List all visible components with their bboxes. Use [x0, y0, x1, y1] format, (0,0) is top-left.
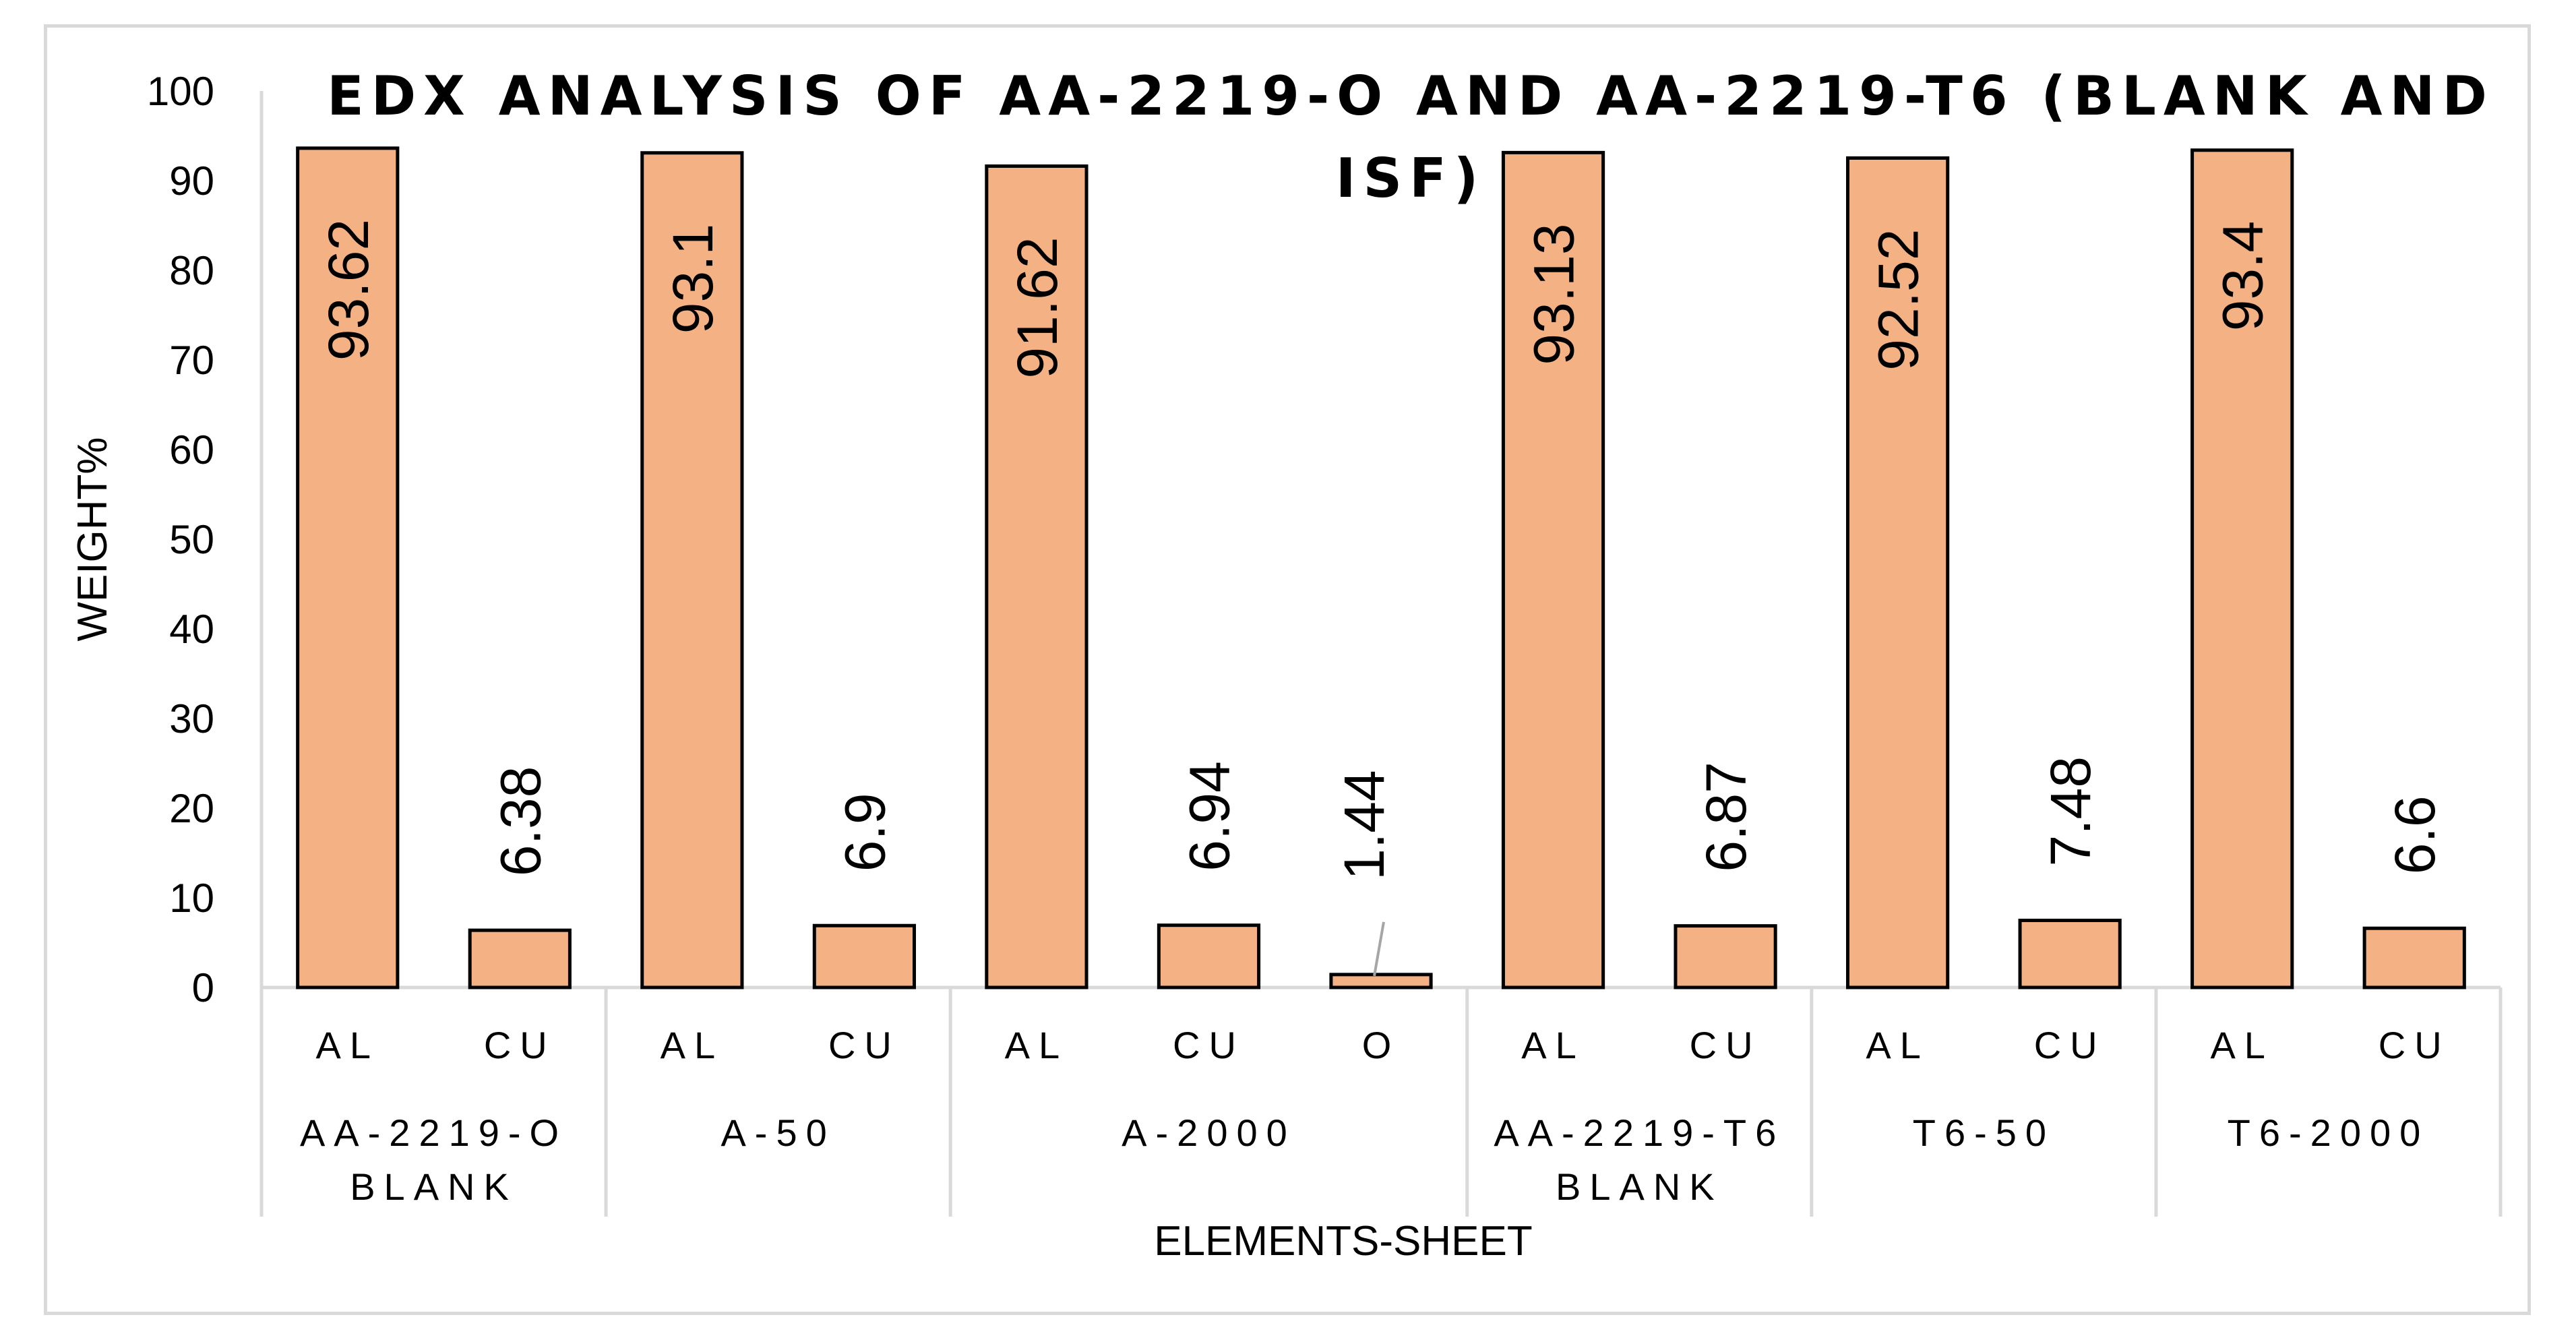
- data-label: 6.38: [489, 766, 552, 877]
- y-tick-label: 30: [169, 696, 214, 741]
- y-tick-label: 60: [169, 427, 214, 472]
- y-tick-label: 70: [169, 338, 214, 383]
- bar: [2190, 148, 2294, 989]
- group-label: BLANK: [350, 1165, 518, 1208]
- data-label: 93.13: [1523, 223, 1586, 365]
- data-label: 93.62: [317, 219, 380, 361]
- x-axis-title: ELEMENTS-SHEET: [1154, 1218, 1533, 1264]
- y-tick-label: 20: [169, 786, 214, 831]
- bars: [296, 146, 2466, 989]
- category-label: AL: [661, 1024, 725, 1066]
- category-label: AL: [1005, 1024, 1069, 1066]
- bar: [1157, 923, 1261, 989]
- group-label: T6-2000: [2228, 1111, 2430, 1154]
- category-label: AL: [1866, 1024, 1930, 1066]
- chart-title-line: ISF): [1336, 147, 1486, 210]
- y-tick-label: 100: [147, 69, 214, 114]
- category-label: CU: [484, 1024, 556, 1066]
- bar: [2018, 919, 2122, 989]
- y-tick-label: 0: [192, 965, 214, 1010]
- data-label: 6.87: [1694, 762, 1758, 872]
- y-tick-label: 40: [169, 607, 214, 652]
- category-label: CU: [2379, 1024, 2451, 1066]
- data-label: 92.52: [1867, 228, 1930, 370]
- chart-frame: [44, 24, 2531, 1315]
- category-label: AL: [2210, 1024, 2274, 1066]
- data-labels: 93.62 6.38 93.1 6.9 91.62 6.94 1.44 93.13 6.87 92…: [317, 219, 2447, 977]
- group-label: A-50: [720, 1111, 835, 1154]
- chart-title-line: EDX ANALYSIS OF AA-2219-O AND AA-2219-T6…: [327, 65, 2494, 127]
- data-label: 1.44: [1332, 770, 1396, 880]
- data-label: 91.62: [1006, 237, 1069, 378]
- data-label: 7.48: [2039, 756, 2102, 867]
- y-axis-title: WEIGHT%: [69, 437, 116, 641]
- group-label: T6-50: [1913, 1111, 2055, 1154]
- y-tick-labels: 0 10 20 30 40 50 60 70 80 90 100: [147, 69, 214, 1010]
- leader-line: [1373, 921, 1385, 977]
- group-label: AA-2219-T6: [1494, 1111, 1785, 1154]
- group-label: A-2000: [1122, 1111, 1296, 1154]
- bar: [1846, 156, 1950, 989]
- bar: [985, 164, 1088, 989]
- category-label: CU: [1173, 1024, 1245, 1066]
- y-tick-label: 10: [169, 876, 214, 921]
- data-label: 93.1: [661, 224, 725, 334]
- category-label: CU: [1690, 1024, 1762, 1066]
- group-label: AA-2219-O: [300, 1111, 568, 1154]
- bar: [1674, 924, 1777, 989]
- group-label: BLANK: [1556, 1165, 1723, 1208]
- category-label: CU: [2034, 1024, 2106, 1066]
- category-label: O: [1362, 1024, 1401, 1066]
- y-tick-label: 90: [169, 158, 214, 204]
- bar: [812, 923, 916, 989]
- category-label: AL: [1521, 1024, 1585, 1066]
- bar: [468, 928, 572, 989]
- bar: [296, 146, 400, 989]
- bar: [640, 151, 744, 989]
- chart-title: EDX ANALYSIS OF AA-2219-O AND AA-2219-T6…: [327, 65, 2494, 210]
- category-label: CU: [828, 1024, 900, 1066]
- bar: [1329, 973, 1433, 989]
- bar: [2362, 926, 2466, 989]
- y-tick-label: 50: [169, 517, 214, 562]
- bar: [1501, 150, 1605, 989]
- data-label: 93.4: [2211, 221, 2275, 332]
- y-tick-label: 80: [169, 248, 214, 293]
- data-label: 6.9: [833, 793, 896, 872]
- category-labels: AL CU AA-2219-O BLANK AL CU A-50 AL CU O A-2000 AL C…: [259, 987, 2503, 1217]
- data-label: 6.94: [1177, 761, 1241, 872]
- category-label: AL: [316, 1024, 380, 1066]
- data-label: 6.6: [2383, 795, 2447, 874]
